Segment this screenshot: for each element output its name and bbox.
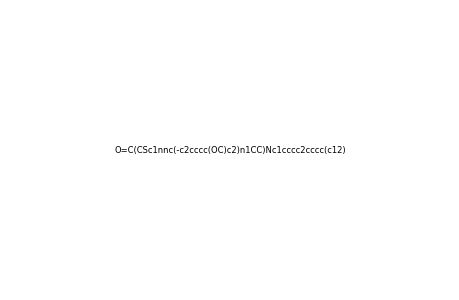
Text: O=C(CSc1nnc(-c2cccc(OC)c2)n1CC)Nc1cccc2cccc(c12): O=C(CSc1nnc(-c2cccc(OC)c2)n1CC)Nc1cccc2c… (114, 146, 345, 154)
